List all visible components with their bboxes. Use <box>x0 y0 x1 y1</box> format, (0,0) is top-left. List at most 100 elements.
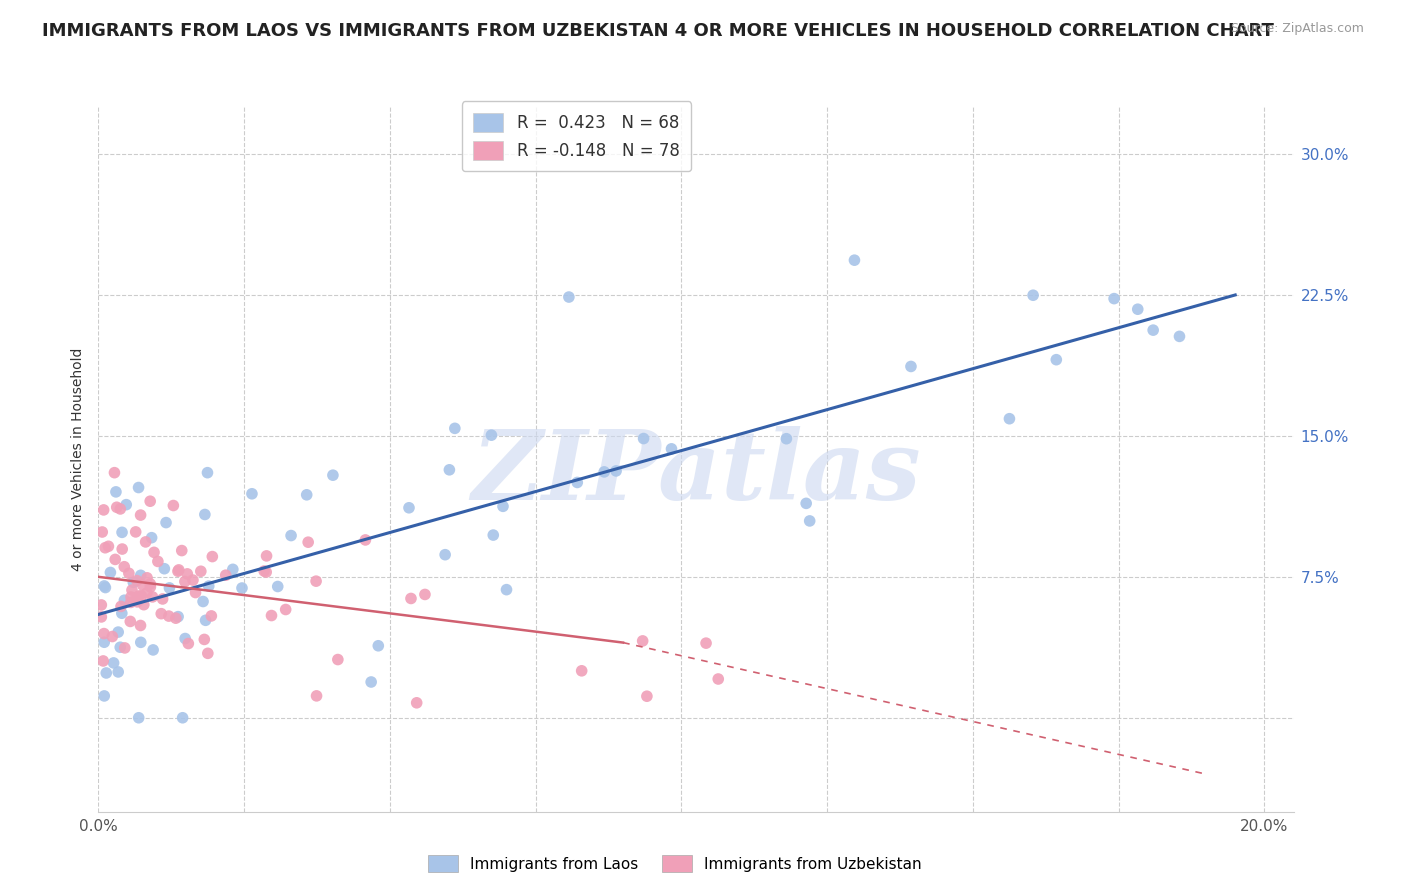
Point <box>111 606 134 620</box>
Point <box>125 592 148 607</box>
Point <box>150 607 173 621</box>
Point <box>93 689 115 703</box>
Point <box>197 466 219 480</box>
Point <box>481 428 503 442</box>
Point <box>1168 329 1191 343</box>
Point <box>174 632 197 646</box>
Point <box>215 568 238 582</box>
Point <box>118 566 141 581</box>
Point <box>197 646 219 660</box>
Point <box>172 711 194 725</box>
Legend: Immigrants from Laos, Immigrants from Uzbekistan: Immigrants from Laos, Immigrants from Uz… <box>420 847 929 880</box>
Point <box>112 559 135 574</box>
Point <box>157 609 180 624</box>
Point <box>799 514 821 528</box>
Point <box>194 613 217 627</box>
Text: ZIPatlas: ZIPatlas <box>471 426 921 520</box>
Point <box>120 595 142 609</box>
Point <box>122 575 145 590</box>
Point <box>177 636 200 650</box>
Point <box>181 573 204 587</box>
Point <box>90 610 112 624</box>
Point <box>128 589 150 603</box>
Point <box>125 524 148 539</box>
Point <box>191 594 214 608</box>
Point <box>173 574 195 589</box>
Point <box>367 639 389 653</box>
Point <box>707 672 730 686</box>
Point <box>100 566 122 580</box>
Point <box>152 591 174 606</box>
Point <box>129 635 152 649</box>
Point <box>128 481 150 495</box>
Point <box>844 253 866 268</box>
Point <box>413 587 436 601</box>
Point <box>91 524 114 539</box>
Point <box>93 579 115 593</box>
Legend: R =  0.423   N = 68, R = -0.148   N = 78: R = 0.423 N = 68, R = -0.148 N = 78 <box>461 102 692 171</box>
Point <box>167 563 190 577</box>
Point <box>153 562 176 576</box>
Point <box>125 574 148 588</box>
Point <box>139 580 162 594</box>
Point <box>103 466 125 480</box>
Point <box>135 586 157 600</box>
Point <box>120 590 142 604</box>
Point <box>661 442 683 456</box>
Point <box>194 508 217 522</box>
Point <box>157 581 180 595</box>
Point <box>128 711 150 725</box>
Point <box>114 640 136 655</box>
Point <box>141 531 163 545</box>
Point <box>1126 302 1149 317</box>
Point <box>139 577 162 591</box>
Point <box>558 290 581 304</box>
Point <box>256 549 278 563</box>
Point <box>104 484 127 499</box>
Point <box>444 421 467 435</box>
Point <box>633 432 655 446</box>
Point <box>136 571 159 585</box>
Point <box>167 564 190 578</box>
Point <box>103 656 125 670</box>
Point <box>101 630 124 644</box>
Point <box>305 574 328 589</box>
Point <box>695 636 717 650</box>
Point <box>111 542 134 557</box>
Point <box>135 535 157 549</box>
Point <box>405 696 427 710</box>
Point <box>274 602 297 616</box>
Point <box>167 609 190 624</box>
Point <box>105 500 128 515</box>
Point <box>176 566 198 581</box>
Point <box>492 500 515 514</box>
Point <box>129 508 152 522</box>
Point <box>107 625 129 640</box>
Point <box>280 528 302 542</box>
Point <box>260 608 283 623</box>
Point <box>398 500 420 515</box>
Point <box>201 549 224 564</box>
Point <box>240 487 263 501</box>
Point <box>200 608 222 623</box>
Point <box>112 593 135 607</box>
Point <box>146 554 169 568</box>
Point <box>605 464 627 478</box>
Point <box>127 595 149 609</box>
Point <box>193 632 215 647</box>
Text: IMMIGRANTS FROM LAOS VS IMMIGRANTS FROM UZBEKISTAN 4 OR MORE VEHICLES IN HOUSEHO: IMMIGRANTS FROM LAOS VS IMMIGRANTS FROM … <box>42 22 1274 40</box>
Point <box>439 463 461 477</box>
Point <box>794 496 817 510</box>
Point <box>775 432 797 446</box>
Point <box>170 543 193 558</box>
Point <box>132 598 155 612</box>
Point <box>231 581 253 595</box>
Point <box>110 599 132 614</box>
Point <box>115 498 138 512</box>
Point <box>593 465 616 479</box>
Point <box>143 545 166 559</box>
Point <box>1045 352 1067 367</box>
Point <box>571 664 593 678</box>
Point <box>91 654 114 668</box>
Point <box>111 525 134 540</box>
